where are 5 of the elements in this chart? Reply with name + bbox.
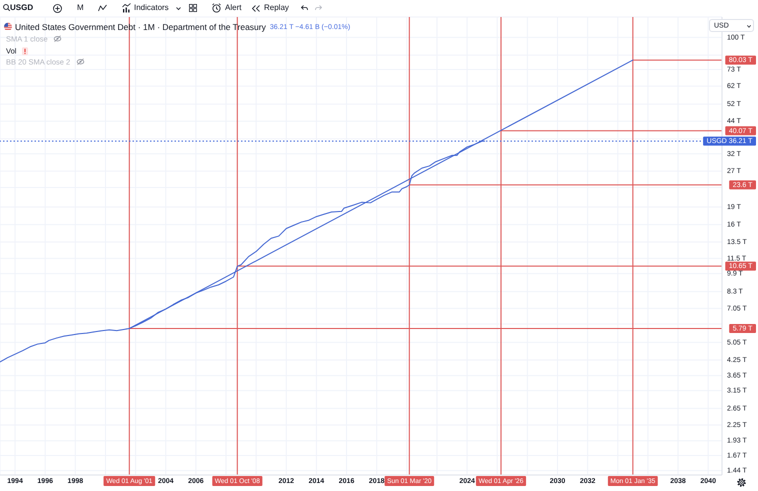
text: M [77, 3, 84, 12]
text: Indicators [134, 3, 169, 12]
text: Replay [264, 3, 289, 12]
text: Alert [225, 3, 242, 12]
text: USGD [10, 3, 34, 12]
